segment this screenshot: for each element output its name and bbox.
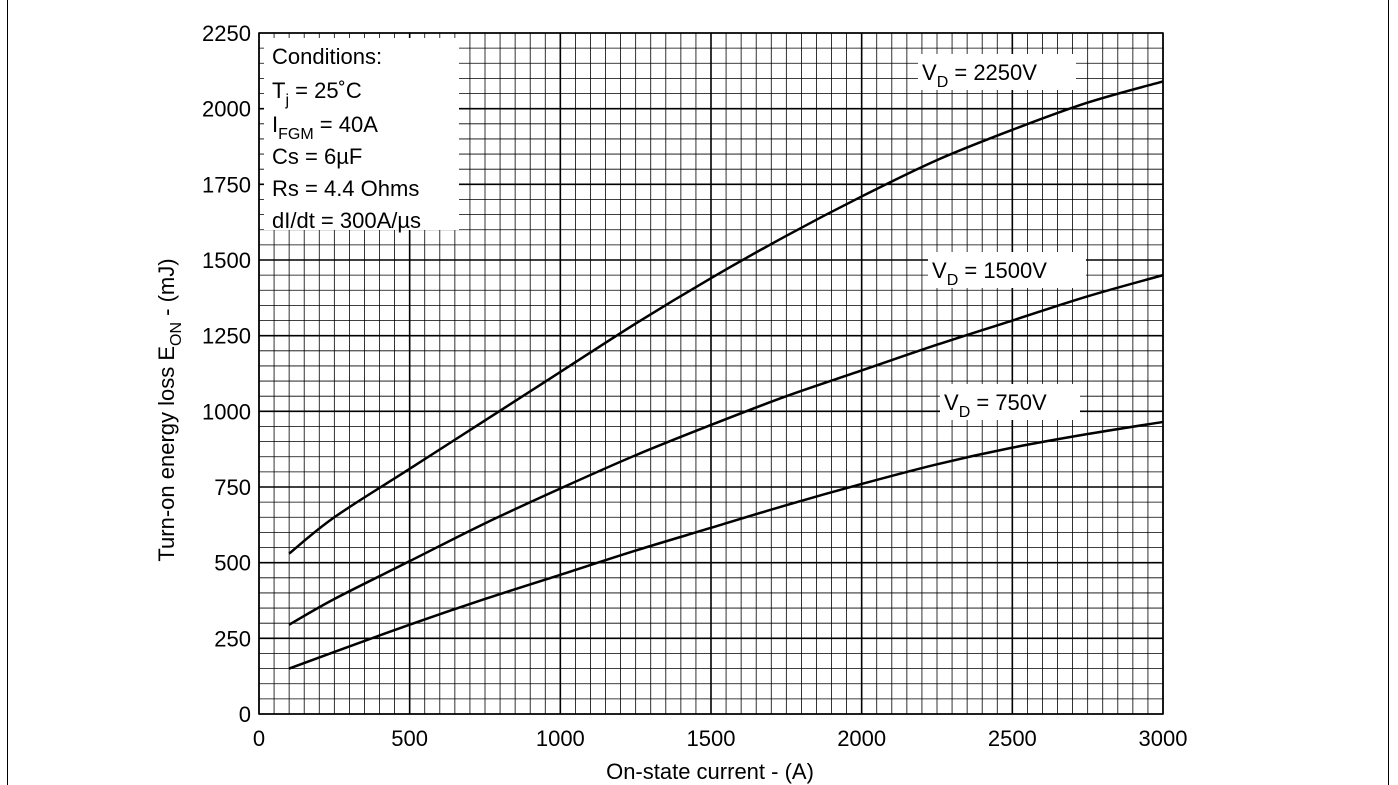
x-tick-label: 0	[253, 726, 265, 751]
y-tick-labels: 0 250 500 750 1000 1250 1500 1750 2000 2250	[202, 21, 251, 727]
x-tick-label: 1500	[687, 726, 736, 751]
series-label-2250v: VD = 2250V	[918, 54, 1076, 91]
svg-text:VD = 1500V: VD = 1500V	[932, 258, 1047, 289]
svg-text:VD = 2250V: VD = 2250V	[922, 60, 1037, 91]
figure-frame	[7, 0, 1389, 785]
condition-didt: dI/dt = 300A/µs	[272, 208, 421, 233]
plot-border	[258, 32, 1164, 715]
x-tick-label: 2500	[988, 726, 1037, 751]
y-tick-label: 250	[214, 626, 251, 651]
y-tick-label: 2250	[202, 21, 251, 46]
y-tick-label: 1500	[202, 248, 251, 273]
x-tick-label: 500	[391, 726, 428, 751]
curve-2250v	[288, 80, 1164, 555]
x-tick-label: 1000	[536, 726, 585, 751]
condition-ifgm: IFGM = 40A	[272, 112, 378, 143]
series-label-750v: VD = 750V	[940, 384, 1080, 421]
conditions-heading: Conditions:	[272, 44, 382, 69]
condition-tj: Tj = 25˚C	[272, 78, 362, 109]
y-tick-label: 500	[214, 551, 251, 576]
series-label-1500v: VD = 1500V	[928, 252, 1086, 289]
svg-text:VD = 750V: VD = 750V	[944, 390, 1047, 421]
y-tick-label: 2000	[202, 97, 251, 122]
x-tick-label: 3000	[1139, 726, 1188, 751]
y-tick-label: 0	[239, 702, 251, 727]
x-tick-labels: 0 500 1000 1500 2000 2500 3000	[253, 726, 1188, 751]
curve-1500v	[288, 273, 1164, 626]
y-tick-label: 1250	[202, 324, 251, 349]
x-tick-label: 2000	[837, 726, 886, 751]
y-tick-label: 750	[214, 475, 251, 500]
y-tick-label: 1000	[202, 399, 251, 424]
conditions-box: Conditions: Tj = 25˚C IFGM = 40A Cs = 6µ…	[264, 38, 459, 233]
condition-cs: Cs = 6µF	[272, 144, 362, 169]
x-axis-label: On-state current - (A)	[606, 759, 814, 784]
condition-rs: Rs = 4.4 Ohms	[272, 176, 419, 201]
y-axis-label: Turn-on energy loss EON - (mJ)	[154, 258, 185, 561]
curves	[288, 80, 1164, 670]
y-tick-label: 1750	[202, 172, 251, 197]
curve-750v	[288, 420, 1164, 670]
